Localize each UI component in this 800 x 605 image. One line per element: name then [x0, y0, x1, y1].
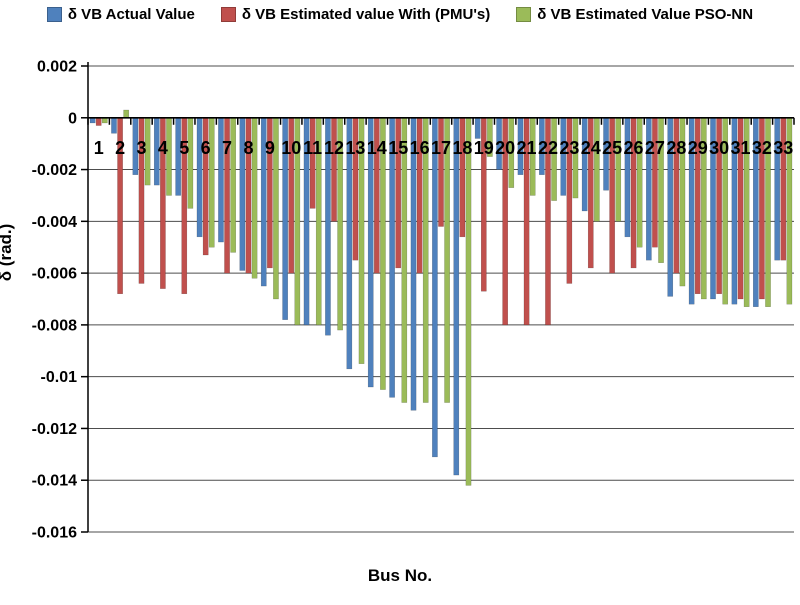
- x-category-label: 21: [517, 138, 537, 158]
- x-category-label: 25: [602, 138, 622, 158]
- x-category-label: 17: [431, 138, 451, 158]
- legend-label-pmu: δ VB Estimated value With (PMU's): [241, 6, 491, 23]
- bar: [432, 117, 438, 458]
- y-tick-label: -0.016: [32, 525, 77, 542]
- x-category-label: 11: [303, 138, 322, 158]
- y-axis-title: δ (rad.): [0, 223, 15, 282]
- y-tick-label: -0.004: [32, 214, 77, 231]
- y-tick-label: -0.008: [32, 317, 77, 334]
- x-category-label: 7: [222, 138, 232, 158]
- bar: [551, 117, 557, 201]
- x-category-label: 22: [538, 138, 558, 158]
- legend-swatch-pmu-icon: [220, 7, 236, 22]
- x-category-label: 23: [559, 138, 579, 158]
- legend-swatch-pso-icon: [516, 7, 532, 22]
- bar: [123, 109, 129, 118]
- x-category-label: 10: [281, 138, 301, 158]
- x-category-label: 8: [243, 138, 253, 158]
- bar: [367, 117, 374, 388]
- bar: [309, 117, 316, 209]
- bar: [624, 117, 631, 238]
- bar: [196, 117, 203, 238]
- legend-label-pso: δ VB Estimated Value PSO-NN: [537, 6, 754, 23]
- bar: [422, 117, 429, 403]
- x-category-label: 28: [666, 138, 686, 158]
- bar: [581, 117, 588, 212]
- y-tick-label: -0.002: [32, 162, 77, 179]
- x-category-label: 6: [201, 138, 211, 158]
- x-category-label: 5: [179, 138, 189, 158]
- x-axis-title: Bus No.: [367, 566, 433, 585]
- x-category-label: 12: [324, 138, 344, 158]
- legend-label-actual: δ VB Actual Value: [67, 6, 195, 23]
- bar: [453, 117, 460, 476]
- bar: [410, 117, 417, 411]
- x-category-label: 13: [345, 138, 365, 158]
- legend-item-pso: δ VB Estimated Value PSO-NN: [516, 6, 753, 23]
- bar: [438, 117, 444, 227]
- x-category-label: 31: [730, 138, 750, 158]
- x-category-label: 15: [388, 138, 408, 158]
- x-tick-marks: [87, 117, 795, 125]
- x-category-label: 1: [94, 138, 104, 158]
- bar: [187, 117, 194, 209]
- chart-legend: δ VB Actual Value δ VB Estimated value W…: [0, 6, 800, 23]
- y-tick-labels: 0.002 0 -0.002 -0.004 -0.006 -0.008 -0.01 -0.01…: [32, 59, 77, 542]
- bar: [218, 117, 224, 243]
- x-category-label: 9: [265, 138, 275, 158]
- x-category-label: 27: [645, 138, 665, 158]
- bar: [380, 117, 386, 390]
- x-category-label: 32: [752, 138, 772, 158]
- x-category-label: 24: [581, 138, 601, 158]
- bar: [474, 117, 481, 139]
- bar: [572, 117, 579, 199]
- bar: [331, 117, 337, 222]
- x-category-labels: 1 2 3 4 5 6 7 8 9 10 11 12 13 14 15 16 17 18 19 20 21 22 23 24 2…: [94, 138, 794, 158]
- x-category-label: 26: [624, 138, 644, 158]
- legend-item-pmu: δ VB Estimated value With (PMU's): [220, 6, 491, 23]
- y-tick-label: 0: [68, 110, 77, 127]
- x-category-label: 30: [709, 138, 729, 158]
- y-tick-label: -0.014: [32, 473, 77, 490]
- y-tick-label: -0.012: [32, 421, 77, 438]
- bar: [401, 117, 408, 403]
- bar: [459, 117, 466, 238]
- y-tick-label: -0.006: [32, 266, 77, 283]
- x-category-label: 3: [136, 138, 146, 158]
- bar: [615, 117, 622, 222]
- bar: [594, 117, 600, 222]
- bar: [444, 117, 450, 403]
- bar: [111, 117, 117, 134]
- legend-swatch-actual-icon: [46, 7, 62, 22]
- x-category-label: 19: [474, 138, 494, 158]
- bar: [389, 117, 395, 398]
- x-category-label: 18: [452, 138, 472, 158]
- x-category-label: 4: [158, 138, 168, 158]
- x-category-label: 14: [367, 138, 387, 158]
- x-category-label: 16: [410, 138, 430, 158]
- bar: [465, 117, 472, 486]
- legend-item-actual: δ VB Actual Value: [46, 6, 195, 23]
- y-tick-label: -0.01: [41, 369, 78, 386]
- x-category-label: 29: [688, 138, 708, 158]
- x-category-label: 20: [495, 138, 515, 158]
- x-category-label: 2: [115, 138, 125, 158]
- bar: [95, 117, 102, 126]
- x-category-label: 33: [773, 138, 793, 158]
- y-tick-label: 0.002: [37, 59, 77, 76]
- bars-series-0: [89, 117, 780, 476]
